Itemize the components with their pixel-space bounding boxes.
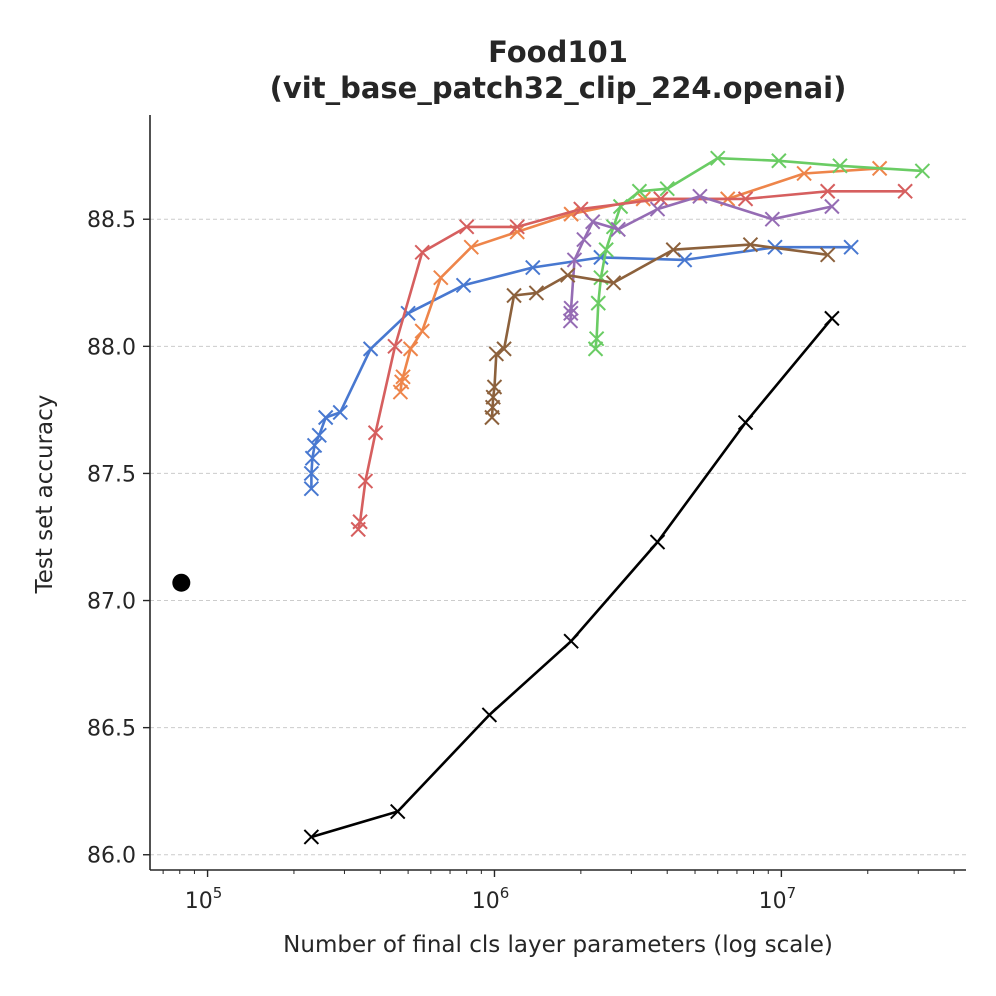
- chart-title-line-2: (vit_base_patch32_clip_224.openai): [270, 71, 847, 105]
- data-point-marker: [362, 341, 379, 357]
- data-point-marker: [560, 267, 576, 283]
- data-point-marker: [488, 346, 505, 362]
- chart-title-line-1: Food101: [488, 35, 628, 69]
- series-green: [587, 150, 931, 357]
- x-tick-label: 105: [185, 884, 223, 914]
- data-point-marker: [635, 191, 651, 207]
- x-tick-label: 106: [472, 884, 510, 914]
- series-black: [303, 310, 840, 845]
- series-line: [310, 245, 852, 489]
- data-point-marker: [481, 707, 498, 723]
- series-line: [490, 243, 828, 418]
- data-point-marker: [843, 239, 859, 255]
- data-point-marker: [486, 379, 503, 395]
- series-line: [356, 190, 906, 530]
- data-point-marker: [710, 150, 726, 166]
- data-point-marker: [742, 236, 759, 253]
- series-lines: [172, 150, 931, 845]
- data-point-marker: [585, 214, 601, 230]
- data-point-marker: [737, 191, 754, 207]
- series-red: [350, 183, 913, 538]
- axes: [149, 115, 966, 871]
- y-tick-label: 88.0: [87, 335, 136, 360]
- y-tick-label: 86.0: [87, 844, 136, 869]
- chart-title: Food101 (vit_base_patch32_clip_224.opena…: [270, 35, 847, 105]
- data-point-marker: [463, 239, 479, 255]
- data-point-marker: [304, 450, 321, 466]
- data-point-marker: [390, 803, 406, 820]
- data-point-marker: [506, 287, 522, 304]
- y-ticks: 86.0 86.5 87.0 87.5 88.0 88.5: [87, 208, 150, 869]
- series-line: [311, 317, 833, 839]
- data-point-marker: [590, 295, 606, 311]
- data-point-marker: [303, 480, 320, 497]
- y-axis-label: Test set accuracy: [32, 395, 58, 595]
- data-point-marker: [455, 277, 472, 294]
- data-point-marker: [352, 514, 368, 530]
- data-point-marker: [394, 374, 410, 390]
- data-point-marker: [897, 183, 913, 199]
- y-tick-label: 88.5: [87, 208, 136, 233]
- data-point-marker: [402, 341, 419, 357]
- data-point-marker: [317, 409, 334, 426]
- x-tick-label: 107: [759, 884, 797, 914]
- data-point-marker: [563, 633, 579, 649]
- data-point-marker: [573, 201, 589, 217]
- data-point-marker: [598, 242, 614, 258]
- data-point-marker: [458, 219, 475, 235]
- data-point-marker: [649, 534, 666, 550]
- series-brown: [484, 236, 836, 426]
- series-purple: [562, 188, 840, 329]
- data-point-marker: [631, 183, 648, 199]
- data-point-marker: [610, 221, 626, 238]
- data-point-marker: [395, 369, 411, 385]
- data-point-marker: [819, 247, 836, 263]
- data-point-marker: [796, 165, 812, 182]
- data-point-marker: [387, 338, 403, 355]
- data-point-marker: [659, 181, 675, 197]
- data-point-marker: [771, 153, 787, 169]
- data-point-marker: [306, 437, 323, 454]
- y-tick-label: 86.5: [87, 717, 136, 742]
- data-point-marker: [649, 201, 666, 217]
- data-point-marker: [914, 163, 931, 179]
- data-point-marker: [433, 269, 449, 286]
- baseline-point: [172, 573, 191, 592]
- data-point-marker: [653, 191, 669, 207]
- data-point-marker: [414, 244, 430, 260]
- data-point-marker: [509, 219, 525, 235]
- data-point-marker: [303, 465, 320, 482]
- data-point-marker: [414, 323, 430, 339]
- data-point-marker: [332, 404, 348, 421]
- data-point-marker: [612, 198, 629, 215]
- y-tick-label: 87.0: [87, 590, 136, 615]
- data-point-marker: [528, 285, 545, 301]
- y-gridlines: [150, 218, 966, 856]
- data-point-marker: [357, 473, 374, 489]
- data-point-marker: [496, 341, 512, 357]
- data-point-marker: [605, 275, 622, 291]
- data-point-marker: [303, 829, 320, 845]
- data-point-marker: [563, 305, 579, 321]
- data-point-marker: [832, 158, 848, 174]
- data-point-marker: [665, 242, 682, 258]
- data-point-marker: [311, 427, 327, 444]
- x-ticks: 105 106 107: [162, 870, 955, 914]
- data-point-marker: [563, 300, 579, 316]
- data-point-marker: [576, 231, 592, 248]
- data-point-marker: [367, 425, 384, 441]
- data-point-marker: [764, 211, 781, 227]
- data-point-marker: [824, 198, 840, 215]
- x-axis-label: Number of final cls layer parameters (lo…: [283, 932, 833, 958]
- data-point-marker: [525, 259, 541, 276]
- data-point-marker: [819, 183, 836, 199]
- data-point-marker: [692, 188, 708, 205]
- data-point-marker: [737, 414, 754, 431]
- data-point-marker: [566, 252, 583, 268]
- data-point-marker: [588, 330, 605, 347]
- data-point-marker: [824, 310, 840, 327]
- y-tick-label: 87.5: [87, 462, 136, 487]
